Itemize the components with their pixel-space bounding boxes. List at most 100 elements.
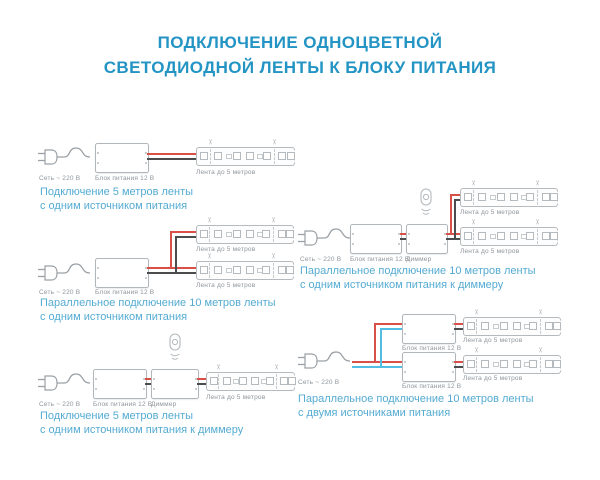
- wire-black: [175, 236, 196, 238]
- mains-label: Сеть ~ 220 В: [39, 401, 81, 408]
- power-plug-icon: [38, 147, 91, 165]
- psu-label: Блок питания 12 В: [95, 289, 155, 296]
- cut-mark-icon: ✂: [535, 347, 543, 353]
- wire-black: [145, 383, 151, 385]
- led-chip: [509, 232, 518, 240]
- wire-red: [446, 233, 460, 235]
- cut-line: [275, 374, 277, 389]
- resistor-chip: [225, 232, 232, 237]
- led-chip: [245, 230, 254, 238]
- wire-red: [170, 231, 172, 269]
- cut-line: [536, 190, 538, 205]
- dimmer-label: Диммер: [406, 256, 432, 263]
- cut-mark-icon: ✂: [469, 219, 477, 225]
- cut-line: [473, 190, 475, 205]
- led-strip: ✂ ✂: [196, 253, 295, 280]
- led-strip: ✂ ✂: [460, 180, 559, 207]
- cut-mark-icon: ✂: [205, 253, 213, 259]
- resistor-chip: [520, 234, 527, 239]
- cut-line: [272, 227, 274, 242]
- psu-box: [95, 258, 149, 288]
- diagram-caption: Параллельное подключение 10 метров ленты…: [298, 392, 534, 420]
- strip-label: Лента до 5 метров: [463, 337, 523, 344]
- dimmer-label: Диммер: [151, 401, 177, 408]
- wire-black: [454, 199, 460, 201]
- cut-line: [272, 263, 274, 278]
- cut-mark-icon: ✂: [469, 180, 477, 186]
- wire-red: [450, 194, 452, 235]
- power-plug-icon: [298, 351, 351, 369]
- led-chip: [496, 193, 505, 201]
- led-chip: [287, 152, 296, 160]
- wire-black: [454, 328, 463, 330]
- wire-black: [446, 238, 460, 240]
- mains-label: Сеть ~ 220 В: [39, 289, 81, 296]
- led-chip: [541, 232, 550, 240]
- wire-black: [175, 236, 177, 274]
- diagram-4: ✂ ✂ ✂ ✂ Лента до 5 метров Лента до 5 метро…: [298, 180, 582, 296]
- dimmer-box: [406, 224, 448, 254]
- cut-mark-icon: ✂: [268, 217, 276, 223]
- led-chip: [478, 232, 487, 240]
- cut-mark-icon: ✂: [269, 139, 277, 145]
- psu-label: Блок питания 12 В: [402, 383, 462, 390]
- led-chip: [463, 193, 472, 201]
- led-chip: [199, 230, 208, 238]
- led-chip: [512, 322, 521, 330]
- resistor-chip: [523, 324, 530, 329]
- led-chip: [550, 232, 559, 240]
- caption-line-2: с одним источником питания: [40, 311, 188, 323]
- resistor-chip: [520, 195, 527, 200]
- led-chip: [232, 230, 241, 238]
- wire-red: [454, 323, 463, 325]
- page-title: ПОДКЛЮЧЕНИЕ ОДНОЦВЕТНОЙ СВЕТОДИОДНОЙ ЛЕН…: [0, 30, 600, 80]
- led-chip: [214, 266, 223, 274]
- led-chip: [262, 266, 271, 274]
- resistor-chip: [489, 195, 496, 200]
- cut-line: [476, 357, 478, 372]
- psu-box: [350, 224, 402, 254]
- cut-mark-icon: ✂: [472, 309, 480, 315]
- led-chip: [481, 322, 490, 330]
- cut-mark-icon: ✂: [535, 309, 543, 315]
- led-chip: [466, 360, 475, 368]
- wire-red: [454, 361, 463, 363]
- strip-label: Лента до 5 метров: [196, 246, 256, 253]
- power-plug-icon: [38, 263, 91, 281]
- cut-line: [218, 374, 220, 389]
- cut-line: [536, 229, 538, 244]
- strip-label: Лента до 5 метров: [206, 394, 266, 401]
- psu-box: [402, 314, 456, 344]
- power-plug-icon: [298, 228, 351, 246]
- wire-red: [197, 378, 206, 380]
- led-chip: [286, 230, 295, 238]
- led-chip: [266, 377, 275, 385]
- cut-line: [209, 149, 211, 164]
- cut-line: [473, 229, 475, 244]
- cut-mark-icon: ✂: [268, 253, 276, 259]
- psu-label: Блок питания 12 В: [95, 175, 155, 182]
- mains-label: Сеть ~ 220 В: [39, 175, 81, 182]
- psu-label: Блок питания 12 В: [402, 345, 462, 352]
- wire-black: [400, 238, 406, 240]
- led-chip: [544, 322, 553, 330]
- strip-label: Лента до 5 метров: [196, 282, 256, 289]
- led-strip: ✂ ✂: [460, 219, 559, 246]
- cut-line: [273, 149, 275, 164]
- resistor-chip: [523, 362, 530, 367]
- resistor-chip: [256, 268, 263, 273]
- led-chip: [232, 266, 241, 274]
- led-strip: ✂ ✂: [196, 217, 295, 244]
- led-chip: [280, 377, 289, 385]
- mains-label: Сеть ~ 220 В: [298, 379, 340, 386]
- led-chip: [209, 377, 218, 385]
- led-chip: [277, 266, 286, 274]
- remote-control-icon: [169, 333, 181, 360]
- caption-line-2: с одним источником питания: [40, 200, 188, 212]
- caption-line-1: Параллельное подключение 10 метров ленты: [40, 297, 276, 309]
- led-chip: [553, 360, 562, 368]
- led-chip: [277, 230, 286, 238]
- led-chip: [466, 322, 475, 330]
- led-strip: ✂ ✂: [463, 347, 562, 374]
